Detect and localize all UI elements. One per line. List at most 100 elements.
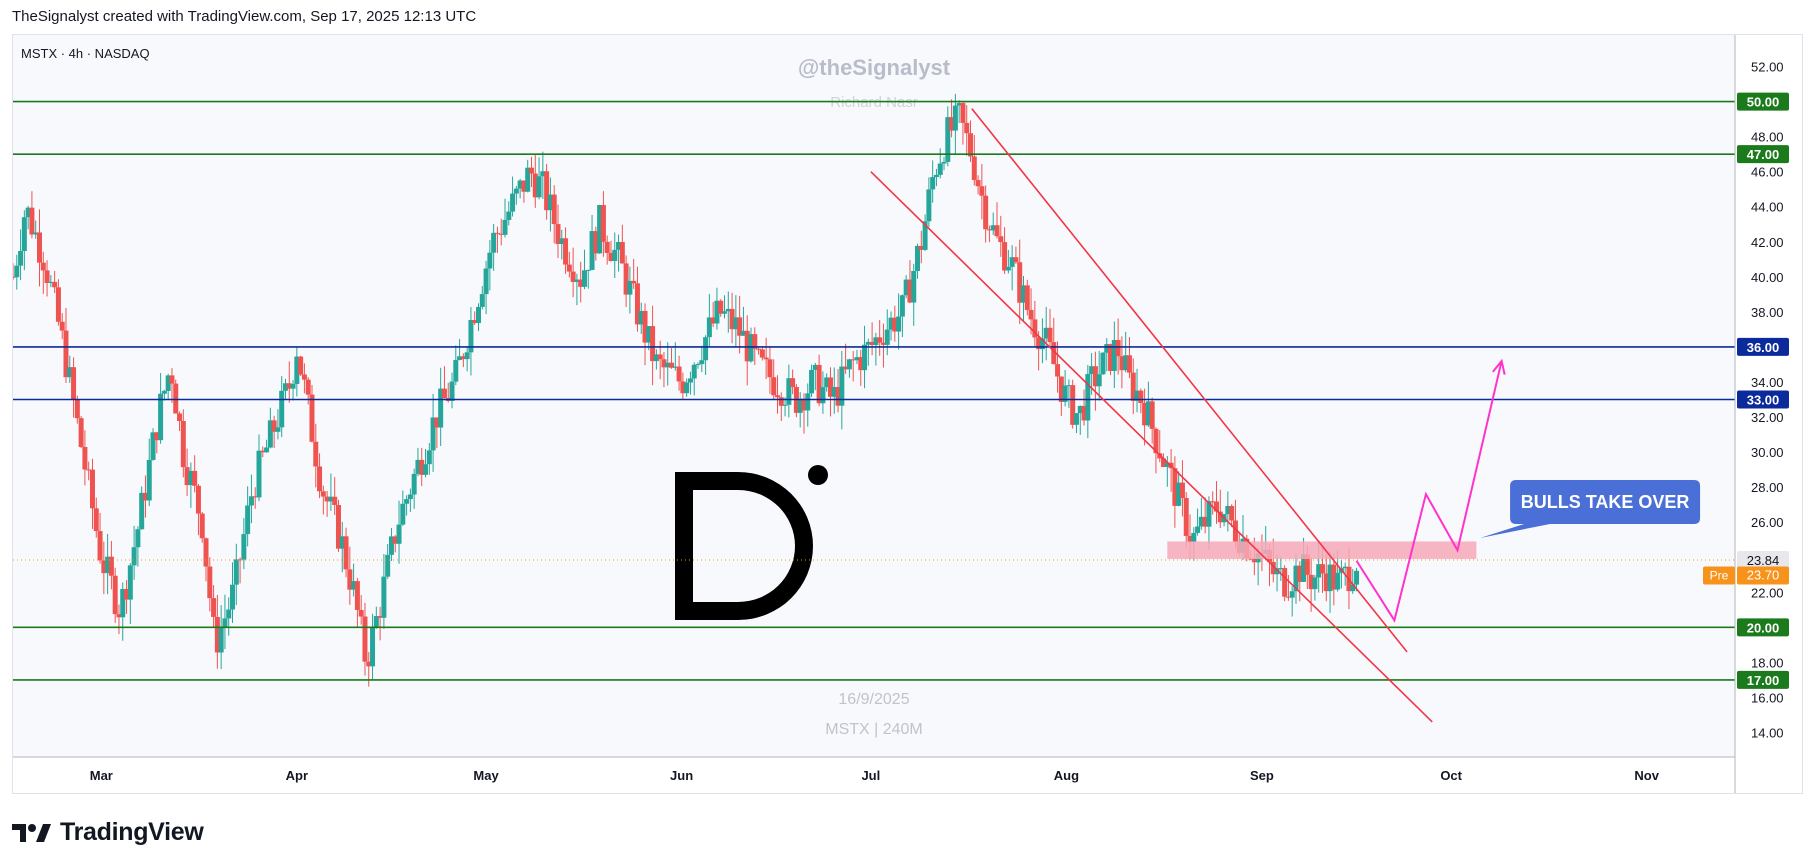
candle <box>1092 351 1098 411</box>
candle-body <box>839 366 845 406</box>
candle-body <box>574 279 580 282</box>
candle <box>392 535 398 553</box>
candle <box>423 449 429 478</box>
candle-body <box>880 342 886 345</box>
watermark-date: 16/9/2025 <box>838 691 909 708</box>
candle-body <box>986 229 992 231</box>
candle <box>559 229 565 260</box>
candle <box>347 546 353 605</box>
candle <box>1278 556 1284 581</box>
candle-body <box>245 505 251 535</box>
candle-body <box>222 618 228 628</box>
candle-body <box>309 394 315 442</box>
candle-body <box>581 270 587 287</box>
candle <box>1032 300 1038 346</box>
candle <box>1070 379 1076 429</box>
candle <box>188 462 194 508</box>
candle-body <box>1149 401 1155 429</box>
candle <box>108 540 114 590</box>
candle <box>1225 491 1231 532</box>
candle <box>150 428 156 461</box>
level-price-tag <box>1737 92 1789 111</box>
candle-body <box>426 450 432 465</box>
level-price-label: 47.00 <box>1747 147 1780 162</box>
channel-line <box>870 171 1433 723</box>
candle <box>604 235 610 265</box>
candle-body <box>1225 506 1231 515</box>
candle <box>740 306 746 336</box>
candle-body <box>36 232 42 263</box>
candle-body <box>1229 506 1235 521</box>
candle <box>154 431 160 454</box>
candle <box>544 163 550 220</box>
candle-body <box>1123 355 1129 371</box>
candle <box>335 499 341 552</box>
candle-body <box>744 330 750 362</box>
candle <box>555 204 561 259</box>
candle-body <box>1198 516 1204 527</box>
candle <box>89 458 95 529</box>
candle <box>1077 405 1083 435</box>
candle <box>1297 561 1303 602</box>
candle <box>574 273 580 306</box>
candle-body <box>14 265 20 278</box>
candle-body <box>684 382 690 394</box>
candle <box>627 266 633 314</box>
candle <box>608 240 614 262</box>
candle <box>563 227 569 274</box>
candle <box>517 178 523 199</box>
candle <box>491 224 497 271</box>
candle <box>362 602 368 676</box>
candle-body <box>521 180 527 192</box>
candle <box>264 439 270 453</box>
callout-text: BULLS TAKE OVER <box>1521 492 1690 512</box>
candle-body <box>699 360 705 365</box>
time-tick-label: Oct <box>1440 768 1462 783</box>
candle <box>184 448 190 497</box>
watermark-handle: @theSignalyst <box>798 55 951 80</box>
candle-body <box>82 446 88 470</box>
level-price-label: 20.00 <box>1747 620 1780 635</box>
time-tick-label: Jun <box>670 768 693 783</box>
candle-body <box>1100 352 1106 375</box>
candle <box>400 490 406 526</box>
candle <box>858 349 864 386</box>
level-price-tag <box>1737 145 1789 164</box>
candle-body <box>146 459 152 501</box>
candle <box>744 315 750 386</box>
candle <box>419 447 425 487</box>
candle <box>195 483 201 536</box>
candle-body <box>237 559 243 561</box>
candle-body <box>498 233 504 235</box>
candle <box>631 258 637 289</box>
candle <box>1020 276 1026 322</box>
candle <box>763 337 769 380</box>
candle <box>846 358 852 378</box>
candle-body <box>930 177 936 190</box>
candle-body <box>1217 511 1223 523</box>
candle <box>82 430 88 486</box>
candle <box>525 159 531 193</box>
candle <box>457 338 463 361</box>
candle <box>21 210 27 271</box>
candle <box>718 299 724 317</box>
candle-body <box>956 103 962 106</box>
candle <box>449 372 455 409</box>
candle <box>1017 239 1023 325</box>
candle-body <box>305 379 311 395</box>
candle-body <box>725 308 731 312</box>
candle-body <box>1323 573 1329 592</box>
candle-body <box>600 205 606 242</box>
candle <box>199 511 205 543</box>
candle-body <box>695 364 701 366</box>
tradingview-footer[interactable]: TradingView <box>12 818 204 847</box>
candle <box>282 378 288 400</box>
level-price-tag <box>1737 337 1789 356</box>
candle <box>669 348 675 369</box>
candle-body <box>1335 572 1341 590</box>
chart-frame[interactable]: @theSignalyst Richard Nasr 16/9/2025 MSTX |… <box>12 34 1803 794</box>
candle-body <box>608 252 614 261</box>
price-chart[interactable]: @theSignalyst Richard Nasr 16/9/2025 MSTX |… <box>13 35 1802 793</box>
candle <box>532 154 538 208</box>
candle-body <box>1304 554 1310 575</box>
